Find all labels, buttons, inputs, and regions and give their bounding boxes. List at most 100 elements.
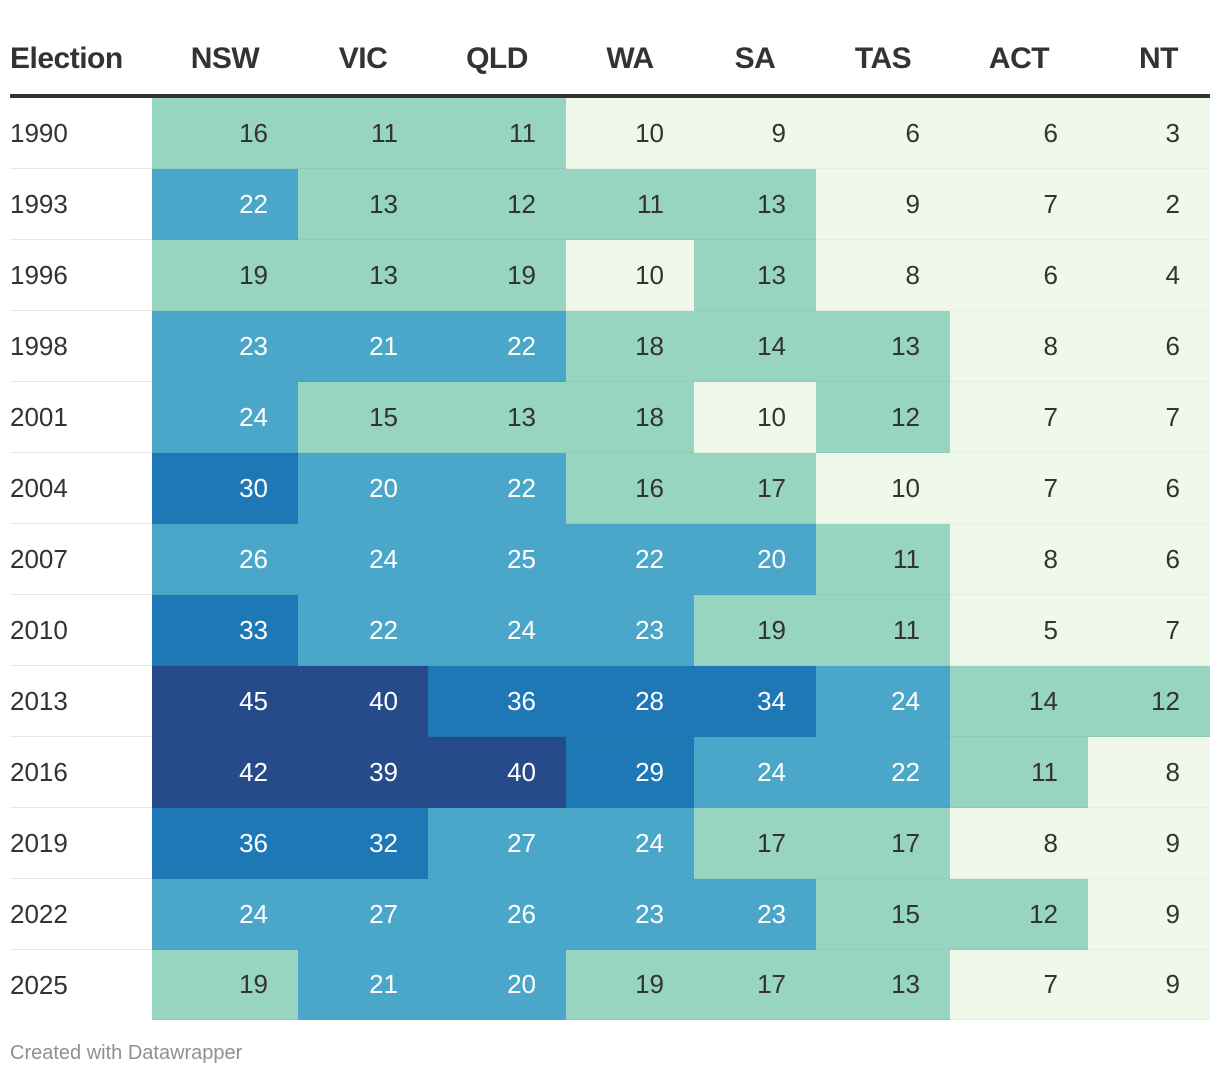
heatmap-cell-wa: 18 (566, 381, 694, 453)
heatmap-cell-nt: 7 (1088, 381, 1210, 453)
heatmap-cell-nsw: 19 (152, 239, 298, 311)
heatmap-cell-sa: 23 (694, 878, 816, 950)
table-row: 2022 24 27 26 23 23 15 12 9 (10, 878, 1210, 950)
heatmap-cell-nsw: 33 (152, 594, 298, 666)
heatmap-cell-sa: 14 (694, 310, 816, 382)
heatmap-cell-vic: 13 (298, 239, 428, 311)
heatmap-cell-sa: 10 (694, 381, 816, 453)
heatmap-cell-act: 7 (950, 381, 1088, 453)
row-label-year: 2007 (10, 523, 152, 595)
table-row: 2013 45 40 36 28 34 24 14 12 (10, 665, 1210, 737)
heatmap-cell-tas: 8 (816, 239, 950, 311)
heatmap-cell-act: 8 (950, 310, 1088, 382)
heatmap-cell-wa: 10 (566, 96, 694, 169)
row-label-year: 2004 (10, 452, 152, 524)
heatmap-cell-vic: 21 (298, 310, 428, 382)
table-row: 2001 24 15 13 18 10 12 7 7 (10, 381, 1210, 453)
heatmap-cell-act: 14 (950, 665, 1088, 737)
heatmap-cell-act: 8 (950, 523, 1088, 595)
heatmap-cell-wa: 23 (566, 878, 694, 950)
heatmap-cell-qld: 19 (428, 239, 566, 311)
heatmap-cell-nt: 6 (1088, 310, 1210, 382)
heatmap-cell-qld: 22 (428, 310, 566, 382)
column-header-vic: VIC (298, 24, 428, 98)
table-row: 2004 30 20 22 16 17 10 7 6 (10, 452, 1210, 524)
heatmap-cell-nt: 9 (1088, 807, 1210, 879)
heatmap-cell-sa: 34 (694, 665, 816, 737)
heatmap-cell-act: 12 (950, 878, 1088, 950)
row-label-year: 1990 (10, 96, 152, 169)
heatmap-cell-qld: 27 (428, 807, 566, 879)
heatmap-cell-nt: 6 (1088, 452, 1210, 524)
heatmap-cell-tas: 24 (816, 665, 950, 737)
table-row: 1996 19 13 19 10 13 8 6 4 (10, 239, 1210, 311)
heatmap-cell-vic: 32 (298, 807, 428, 879)
row-label-year: 2001 (10, 381, 152, 453)
heatmap-cell-wa: 29 (566, 736, 694, 808)
heatmap-cell-sa: 17 (694, 807, 816, 879)
heatmap-cell-vic: 13 (298, 168, 428, 240)
heatmap-cell-nsw: 26 (152, 523, 298, 595)
heatmap-cell-wa: 10 (566, 239, 694, 311)
heatmap-cell-tas: 11 (816, 523, 950, 595)
heatmap-cell-wa: 23 (566, 594, 694, 666)
column-header-act: ACT (950, 24, 1088, 98)
column-header-nt: NT (1088, 24, 1210, 98)
heatmap-cell-nt: 6 (1088, 523, 1210, 595)
table-row: 2007 26 24 25 22 20 11 8 6 (10, 523, 1210, 595)
heatmap-table-container: Election NSW VIC QLD WA SA TAS ACT NT 19… (10, 24, 1210, 1020)
heatmap-cell-tas: 13 (816, 310, 950, 382)
heatmap-cell-nt: 4 (1088, 239, 1210, 311)
table-row: 2025 19 21 20 19 17 13 7 9 (10, 949, 1210, 1020)
row-label-year: 2022 (10, 878, 152, 950)
heatmap-cell-tas: 10 (816, 452, 950, 524)
heatmap-cell-nsw: 16 (152, 96, 298, 169)
heatmap-cell-wa: 28 (566, 665, 694, 737)
heatmap-cell-nt: 2 (1088, 168, 1210, 240)
heatmap-cell-vic: 11 (298, 96, 428, 169)
column-header-tas: TAS (816, 24, 950, 98)
heatmap-cell-tas: 17 (816, 807, 950, 879)
heatmap-cell-wa: 11 (566, 168, 694, 240)
heatmap-cell-vic: 27 (298, 878, 428, 950)
heatmap-cell-qld: 20 (428, 949, 566, 1020)
heatmap-cell-nt: 8 (1088, 736, 1210, 808)
heatmap-cell-nt: 7 (1088, 594, 1210, 666)
heatmap-cell-qld: 26 (428, 878, 566, 950)
heatmap-cell-tas: 22 (816, 736, 950, 808)
row-label-year: 1996 (10, 239, 152, 311)
column-header-nsw: NSW (152, 24, 298, 98)
table-row: 2016 42 39 40 29 24 22 11 8 (10, 736, 1210, 808)
heatmap-cell-qld: 22 (428, 452, 566, 524)
heatmap-cell-sa: 17 (694, 949, 816, 1020)
table-row: 1998 23 21 22 18 14 13 8 6 (10, 310, 1210, 382)
table-row: 1993 22 13 12 11 13 9 7 2 (10, 168, 1210, 240)
heatmap-cell-sa: 13 (694, 168, 816, 240)
table-row: 2019 36 32 27 24 17 17 8 9 (10, 807, 1210, 879)
heatmap-cell-tas: 12 (816, 381, 950, 453)
heatmap-cell-vic: 40 (298, 665, 428, 737)
heatmap-cell-wa: 19 (566, 949, 694, 1020)
heatmap-cell-sa: 9 (694, 96, 816, 169)
heatmap-cell-act: 8 (950, 807, 1088, 879)
table-body: 1990 16 11 11 10 9 6 6 3 1993 22 13 12 11 13 9 7 2 1996 19 1… (10, 96, 1210, 1020)
table-row: 1990 16 11 11 10 9 6 6 3 (10, 96, 1210, 169)
heatmap-cell-qld: 13 (428, 381, 566, 453)
heatmap-cell-nt: 12 (1088, 665, 1210, 737)
heatmap-cell-qld: 36 (428, 665, 566, 737)
heatmap-cell-act: 6 (950, 239, 1088, 311)
heatmap-cell-vic: 20 (298, 452, 428, 524)
heatmap-cell-vic: 21 (298, 949, 428, 1020)
heatmap-cell-qld: 24 (428, 594, 566, 666)
heatmap-cell-tas: 13 (816, 949, 950, 1020)
heatmap-cell-act: 7 (950, 168, 1088, 240)
heatmap-cell-sa: 20 (694, 523, 816, 595)
heatmap-cell-tas: 15 (816, 878, 950, 950)
heatmap-cell-act: 11 (950, 736, 1088, 808)
heatmap-cell-wa: 18 (566, 310, 694, 382)
heatmap-cell-wa: 24 (566, 807, 694, 879)
column-header-sa: SA (694, 24, 816, 98)
heatmap-cell-vic: 24 (298, 523, 428, 595)
heatmap-cell-act: 7 (950, 452, 1088, 524)
heatmap-cell-qld: 40 (428, 736, 566, 808)
